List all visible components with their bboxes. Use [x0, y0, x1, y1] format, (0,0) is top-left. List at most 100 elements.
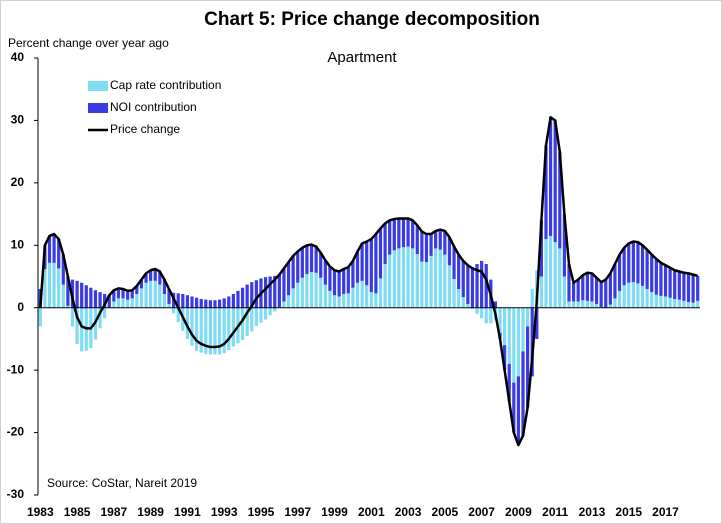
bar [558, 248, 562, 308]
bar [135, 293, 139, 308]
bar [604, 279, 608, 308]
x-tick-label: 1993 [211, 505, 238, 519]
chart-title: Chart 5: Price change decomposition [204, 9, 540, 30]
x-tick-label: 1985 [64, 505, 91, 519]
bar [300, 247, 304, 278]
bar [503, 307, 507, 346]
bar [691, 302, 695, 308]
bar [512, 307, 516, 383]
bar [581, 275, 585, 301]
bar [351, 287, 355, 308]
x-tick-label: 1983 [27, 505, 54, 519]
bar [38, 307, 42, 327]
bar [530, 307, 534, 377]
bar [61, 284, 65, 308]
y-axis-label: Percent change over year ago [8, 36, 169, 50]
bar [553, 242, 557, 308]
bar [590, 273, 594, 302]
y-tick-label: -20 [7, 425, 25, 439]
y-tick-label: -10 [7, 362, 25, 376]
bar [176, 307, 180, 323]
bar [245, 284, 249, 308]
bar [374, 234, 378, 294]
bar [103, 293, 107, 308]
bar [291, 288, 295, 308]
y-tick-label: 30 [11, 113, 25, 127]
bar [438, 229, 442, 250]
bar [149, 280, 153, 308]
bar [516, 307, 521, 377]
x-tick-label: 1997 [284, 505, 311, 519]
x-tick-label: 2015 [615, 505, 642, 519]
bar [696, 275, 700, 301]
bar [686, 273, 691, 303]
bar [452, 246, 456, 279]
bar [268, 276, 272, 308]
bar [590, 301, 594, 308]
y-tick-label: -30 [7, 487, 25, 501]
bar [558, 151, 562, 249]
bar [378, 228, 383, 279]
bar [581, 300, 585, 308]
bar [277, 274, 281, 308]
bar [116, 288, 121, 299]
bar [548, 235, 553, 308]
bar [631, 282, 635, 308]
bar [411, 220, 415, 249]
bar [645, 288, 649, 308]
bar [461, 297, 465, 308]
bar [75, 307, 79, 344]
bar [516, 376, 521, 446]
bar [438, 249, 442, 308]
bar [126, 299, 130, 308]
bar [397, 218, 401, 249]
bar [351, 260, 355, 288]
bar [571, 282, 576, 302]
bar [323, 260, 327, 285]
bar [365, 285, 369, 308]
bar [420, 231, 424, 262]
bar [544, 239, 548, 308]
bar [622, 247, 626, 286]
bar [263, 277, 268, 308]
bar [682, 272, 686, 301]
bar [594, 303, 599, 308]
bar [424, 234, 429, 263]
bar [447, 237, 452, 266]
bar [185, 307, 190, 339]
y-tick-label: 20 [11, 175, 25, 189]
bar [686, 302, 691, 308]
bar [57, 239, 61, 269]
bar [627, 282, 631, 308]
bar [80, 282, 84, 308]
legend-swatch [88, 81, 108, 91]
bar [190, 307, 194, 346]
x-tick-label: 1989 [137, 505, 164, 519]
bar [539, 276, 544, 308]
legend-swatch [88, 103, 108, 113]
bar [521, 307, 525, 352]
source-note: Source: CoStar, Nareit 2019 [47, 476, 197, 490]
bar [217, 307, 222, 355]
bar [673, 270, 677, 299]
bar [392, 250, 396, 308]
bar [585, 300, 589, 308]
bar [470, 307, 475, 309]
bar [535, 307, 539, 339]
bar [424, 262, 429, 308]
bar [250, 307, 254, 332]
bar [296, 251, 300, 283]
bar [640, 245, 645, 286]
bar [562, 214, 566, 277]
bar [342, 269, 346, 294]
bar [585, 272, 589, 301]
bar [659, 295, 663, 308]
bar [636, 283, 640, 308]
bar [617, 290, 622, 308]
bar [608, 273, 612, 305]
bar [374, 293, 378, 308]
bar [199, 307, 203, 353]
x-tick-label: 2001 [358, 505, 385, 519]
bar [346, 267, 350, 294]
